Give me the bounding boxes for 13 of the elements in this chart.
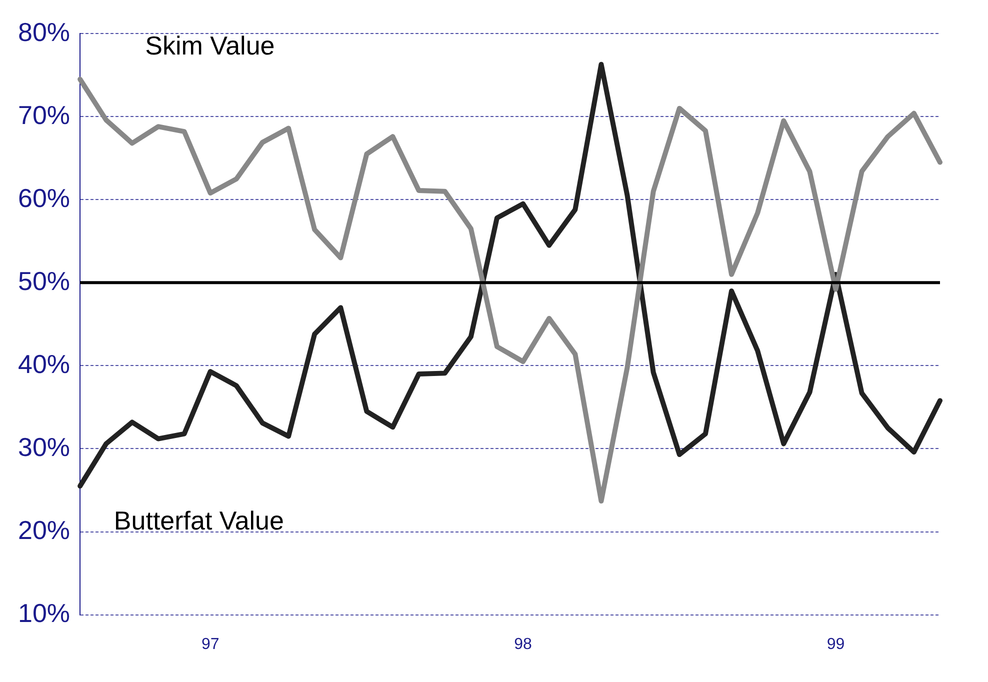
y-tick-label: 40% <box>18 348 70 379</box>
y-tick-label: 50% <box>18 266 70 296</box>
y-tick-label: 80% <box>18 16 70 47</box>
text: Skim Value <box>145 30 275 60</box>
x-tick-label: 97 <box>201 636 220 653</box>
x-tick-label: 98 <box>514 636 532 653</box>
y-tick-label: 30% <box>18 432 70 462</box>
y-tick-label: 70% <box>18 100 70 130</box>
y-tick-label: 60% <box>18 182 70 213</box>
series-label: Butterfat Value <box>114 505 284 536</box>
y-tick-label: 20% <box>18 514 70 545</box>
x-tick-label: 99 <box>826 636 845 653</box>
y-tick-label: 10% <box>18 598 70 628</box>
